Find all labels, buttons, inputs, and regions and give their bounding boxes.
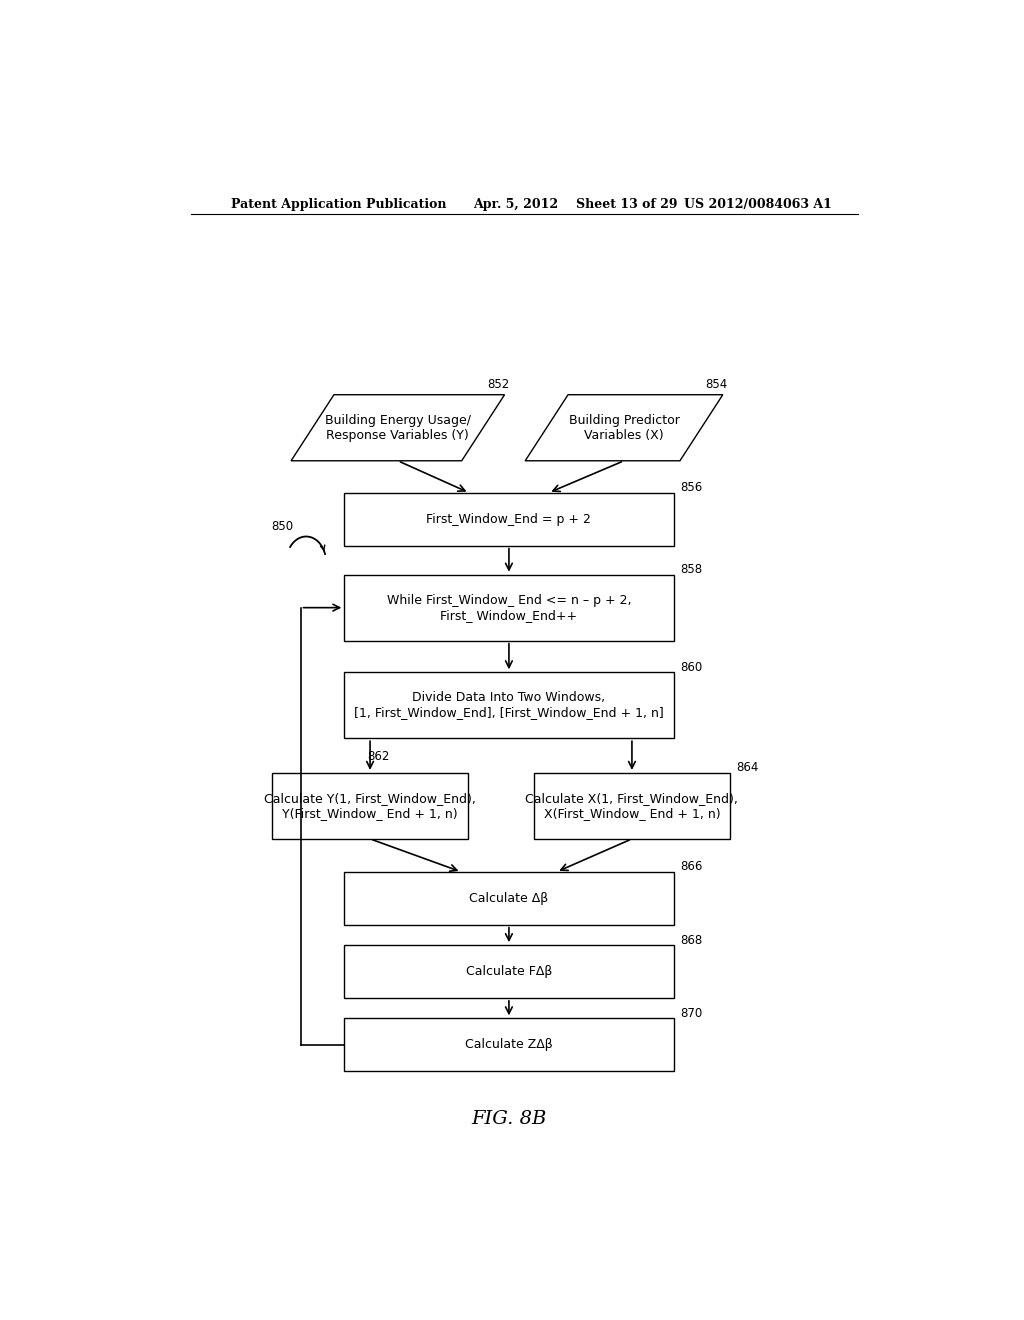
Text: While First_Window_ End <= n – p + 2,
First_ Window_End++: While First_Window_ End <= n – p + 2, Fi… [387, 594, 631, 622]
Text: Divide Data Into Two Windows,
[1, First_Window_End], [First_Window_End + 1, n]: Divide Data Into Two Windows, [1, First_… [354, 692, 664, 719]
FancyBboxPatch shape [344, 492, 674, 545]
Text: Sheet 13 of 29: Sheet 13 of 29 [577, 198, 678, 211]
Text: 862: 862 [367, 750, 389, 763]
Text: US 2012/0084063 A1: US 2012/0084063 A1 [684, 198, 831, 211]
Text: First_Window_End = p + 2: First_Window_End = p + 2 [426, 512, 592, 525]
Text: 864: 864 [736, 762, 759, 775]
Text: FIG. 8B: FIG. 8B [471, 1110, 547, 1127]
FancyBboxPatch shape [344, 574, 674, 640]
FancyBboxPatch shape [344, 873, 674, 925]
Polygon shape [525, 395, 723, 461]
Text: 854: 854 [706, 378, 728, 391]
Text: Patent Application Publication: Patent Application Publication [231, 198, 446, 211]
Text: 866: 866 [680, 861, 702, 874]
Text: Calculate X(1, First_Window_End),
X(First_Window_ End + 1, n): Calculate X(1, First_Window_End), X(Firs… [525, 792, 738, 820]
FancyBboxPatch shape [534, 772, 730, 840]
Text: Building Predictor
Variables (X): Building Predictor Variables (X) [568, 413, 680, 442]
Text: Building Energy Usage/
Response Variables (Y): Building Energy Usage/ Response Variable… [325, 413, 471, 442]
Text: Apr. 5, 2012: Apr. 5, 2012 [473, 198, 558, 211]
Text: Calculate Δβ: Calculate Δβ [469, 892, 549, 904]
FancyBboxPatch shape [344, 1018, 674, 1071]
FancyBboxPatch shape [344, 945, 674, 998]
Text: Calculate FΔβ: Calculate FΔβ [466, 965, 552, 978]
FancyBboxPatch shape [271, 772, 468, 840]
Text: Calculate Y(1, First_Window_End),
Y(First_Window_ End + 1, n): Calculate Y(1, First_Window_End), Y(Firs… [264, 792, 476, 820]
Text: 852: 852 [487, 378, 509, 391]
Polygon shape [291, 395, 505, 461]
Text: 860: 860 [680, 660, 702, 673]
FancyBboxPatch shape [344, 672, 674, 738]
Text: 850: 850 [271, 520, 294, 533]
Text: Calculate ZΔβ: Calculate ZΔβ [465, 1039, 553, 1051]
Text: 856: 856 [680, 482, 702, 494]
Text: 858: 858 [680, 564, 702, 576]
Text: 868: 868 [680, 933, 702, 946]
Text: 870: 870 [680, 1007, 702, 1019]
